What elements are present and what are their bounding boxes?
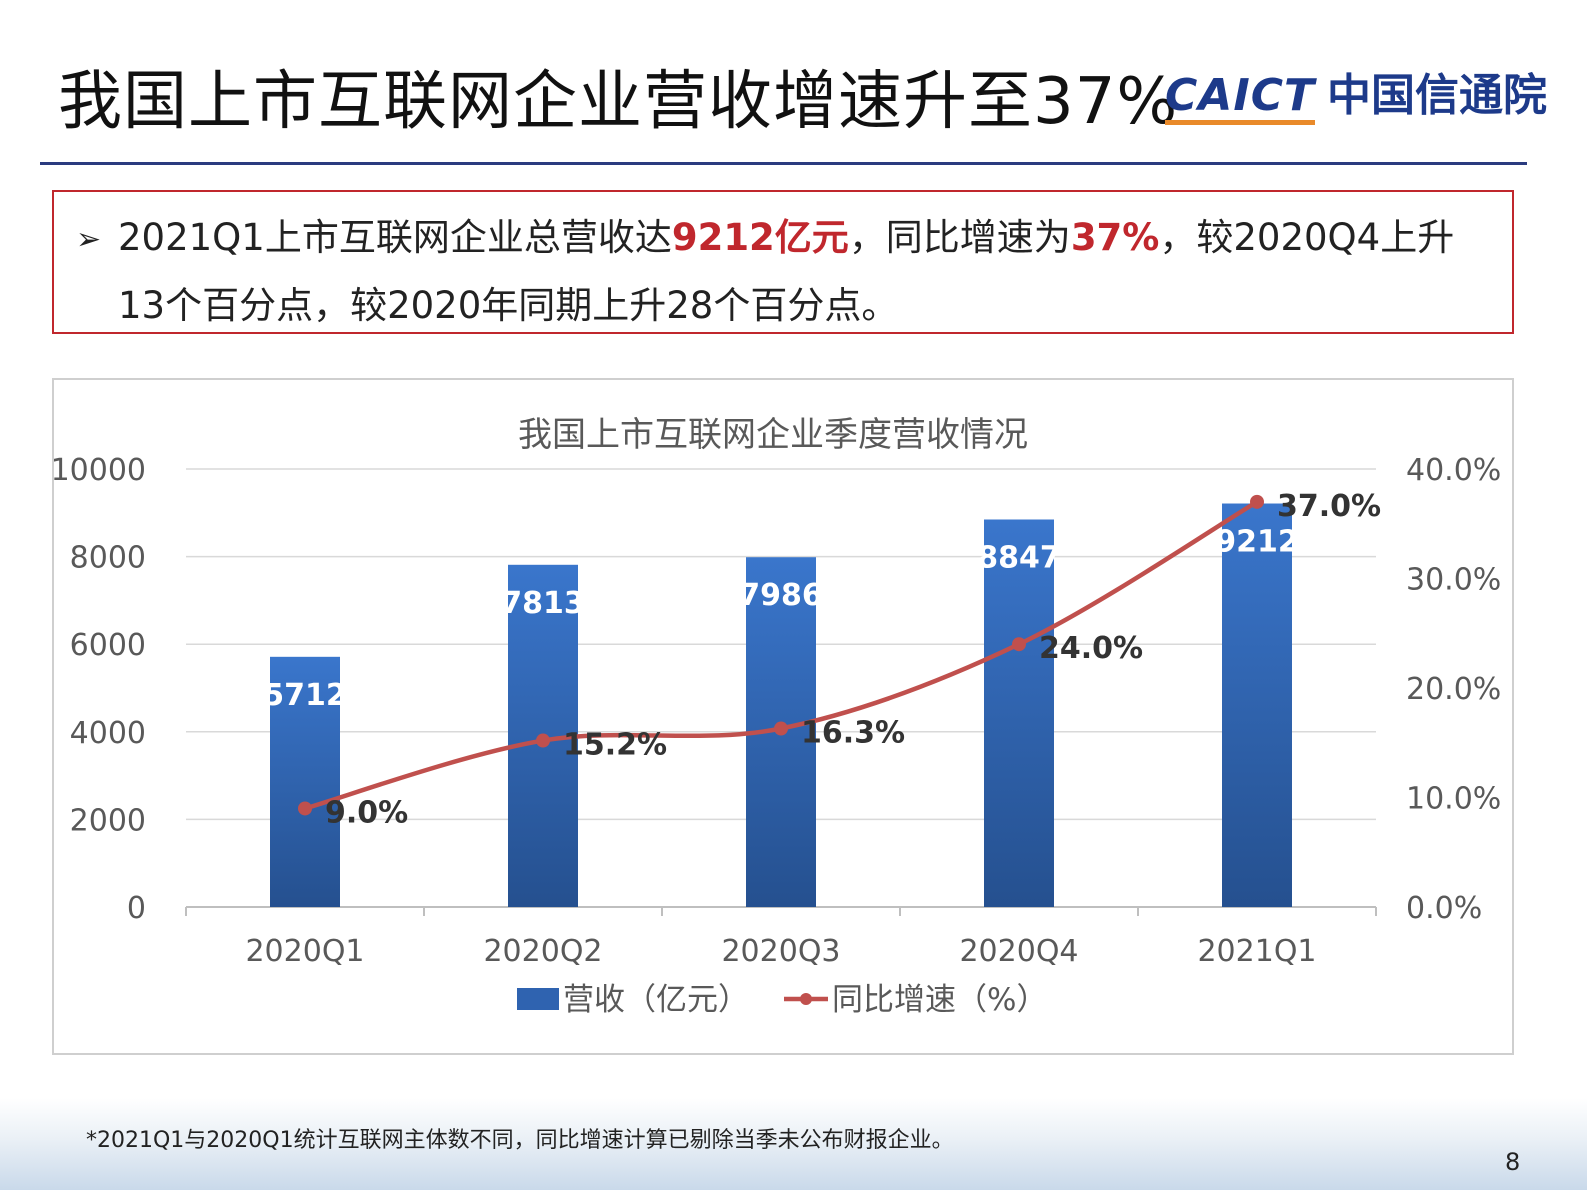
legend-line-marker: [800, 993, 812, 1005]
bar-revenue: [984, 519, 1054, 907]
growth-point: [1012, 637, 1026, 652]
x-tick-label: 2020Q3: [721, 934, 840, 969]
bar-value-label: 7813: [501, 586, 585, 621]
y-right-tick-label: 10.0%: [1406, 782, 1501, 817]
growth-value-label: 15.2%: [563, 728, 667, 763]
growth-value-label: 24.0%: [1039, 631, 1143, 666]
y-right-tick-label: 40.0%: [1406, 453, 1501, 488]
bar-revenue: [270, 656, 340, 907]
legend-bar-label: 营收（亿元）: [563, 982, 749, 1018]
y-left-tick-label: 10000: [54, 453, 146, 488]
bar-value-label: 7986: [739, 578, 823, 613]
growth-point: [774, 721, 788, 736]
slide-title: 我国上市互联网企业营收增速升至37%: [58, 65, 1179, 139]
summary-text-2: ，同比增速为: [848, 216, 1071, 259]
x-tick-label: 2020Q2: [483, 934, 602, 969]
caict-logo: CAICT 中国信通院: [1165, 74, 1547, 125]
legend-bar-swatch: [517, 988, 559, 1010]
logo-cn: 中国信通院: [1327, 70, 1548, 121]
y-right-tick-label: 30.0%: [1406, 563, 1501, 598]
y-left-tick-label: 4000: [70, 716, 146, 751]
y-left-tick-label: 6000: [70, 628, 146, 663]
y-right-tick-label: 20.0%: [1406, 672, 1501, 707]
bar-value-label: 5712: [263, 678, 347, 713]
growth-point: [536, 733, 550, 748]
growth-point: [1250, 494, 1264, 509]
y-right-tick-label: 0.0%: [1406, 891, 1482, 926]
x-tick-label: 2020Q1: [245, 934, 364, 969]
chart-frame: 我国上市互联网企业季度营收情况 0 2000 4000 6000 8000 10000 0.…: [52, 378, 1514, 1055]
growth-point: [298, 801, 312, 816]
summary-text-3: ，较2020Q4上升13个百分点，较2020年同期上升28个百分点。: [118, 216, 1455, 327]
bar-value-label: 9212: [1215, 525, 1299, 560]
growth-value-label: 37.0%: [1277, 489, 1381, 524]
y-left-tick-label: 2000: [70, 803, 146, 838]
x-tick-label: 2020Q4: [959, 934, 1078, 969]
growth-value-label: 9.0%: [325, 795, 408, 830]
arrow-bullet-icon: ➢: [76, 222, 102, 257]
footnote: *2021Q1与2020Q1统计互联网主体数不同，同比增速计算已剔除当季未公布财…: [86, 1128, 954, 1153]
y-left-tick-label: 8000: [70, 541, 146, 576]
summary-text-1: 2021Q1上市互联网企业总营收达: [118, 216, 672, 259]
chart-title: 我国上市互联网企业季度营收情况: [518, 415, 1028, 455]
summary-text: 2021Q1上市互联网企业总营收达9212亿元，同比增速为37%，较2020Q4…: [118, 204, 1498, 340]
bar-revenue: [1222, 503, 1292, 907]
summary-highlight-revenue: 9212亿元: [671, 216, 849, 259]
revenue-growth-chart: 我国上市互联网企业季度营收情况 0 2000 4000 6000 8000 10000 0.…: [54, 415, 1501, 1018]
page-number: 8: [1505, 1148, 1521, 1176]
bar-value-label: 8847: [977, 541, 1061, 576]
legend-line-label: 同比增速（%）: [832, 982, 1047, 1018]
summary-highlight-growth: 37%: [1070, 216, 1160, 259]
y-left-tick-label: 0: [127, 891, 146, 926]
logo-en: CAICT: [1165, 74, 1316, 125]
x-tick-label: 2021Q1: [1197, 934, 1316, 969]
growth-value-label: 16.3%: [801, 716, 905, 751]
title-divider: [40, 162, 1527, 165]
summary-box: ➢ 2021Q1上市互联网企业总营收达9212亿元，同比增速为37%，较2020…: [52, 190, 1514, 334]
